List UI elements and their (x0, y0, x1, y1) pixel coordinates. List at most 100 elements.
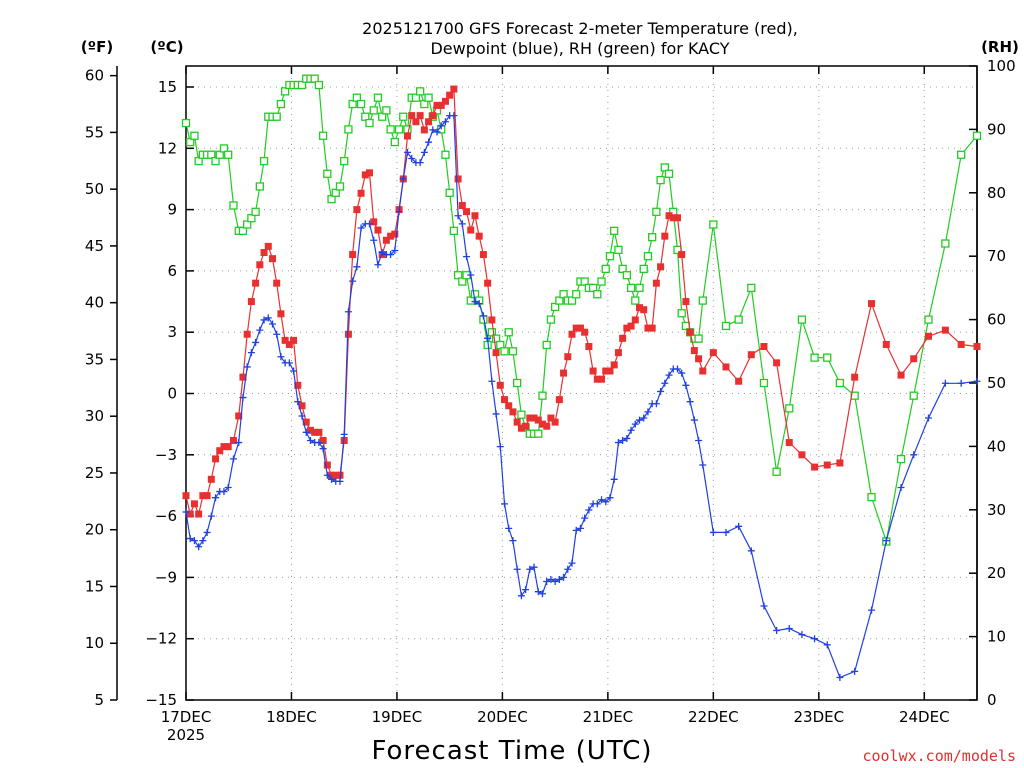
data-point (882, 340, 890, 348)
celsius-tick-label: −9 (155, 568, 177, 586)
data-point (699, 367, 707, 375)
data-point (627, 322, 635, 330)
credit-link[interactable]: coolwx.com/models (862, 747, 1016, 765)
data-point (484, 334, 492, 342)
data-point (319, 436, 327, 444)
data-point (488, 377, 496, 385)
celsius-tick-label: −15 (145, 691, 177, 709)
series-2-meter-temperature (182, 85, 981, 518)
data-point (652, 279, 660, 287)
data-point (547, 414, 555, 422)
data-point (542, 340, 551, 350)
series-line (185, 87, 978, 517)
data-point (328, 471, 336, 479)
data-point (382, 236, 390, 244)
data-point (686, 398, 694, 406)
data-point (910, 355, 918, 363)
data-point (365, 118, 374, 128)
data-point (211, 156, 220, 166)
time-tick-label: 19DEC (372, 708, 423, 726)
data-point (190, 537, 198, 545)
data-point (910, 451, 918, 459)
data-point (453, 271, 463, 280)
data-point (572, 526, 580, 534)
data-point (735, 377, 743, 385)
data-point (182, 508, 190, 516)
data-point (264, 314, 272, 322)
data-point (505, 524, 513, 532)
data-point (564, 353, 572, 361)
celsius-tick-label: −6 (155, 507, 177, 525)
data-point (319, 445, 327, 453)
data-point (631, 296, 640, 305)
data-point (260, 249, 268, 257)
celsius-tick-label: 3 (167, 323, 177, 341)
data-point (224, 483, 232, 491)
data-point (194, 156, 203, 166)
data-point (665, 212, 673, 220)
data-point (610, 226, 619, 235)
time-tick-label: 17DEC (161, 708, 212, 726)
data-point (369, 106, 378, 115)
time-tick-label: 20DEC (477, 708, 528, 726)
data-point (597, 277, 606, 286)
data-point (851, 667, 859, 675)
data-point (215, 150, 224, 159)
data-point (446, 91, 454, 99)
data-point (576, 324, 584, 332)
fahrenheit-tick-label: 35 (85, 350, 104, 368)
data-point (682, 381, 690, 389)
data-point (243, 363, 251, 371)
data-point (572, 290, 581, 299)
data-point (661, 232, 669, 240)
data-point (298, 402, 306, 410)
data-point (572, 324, 580, 332)
data-point (224, 150, 233, 159)
rh-tick-label: 70 (987, 247, 1006, 265)
data-point (268, 255, 276, 263)
series-dewpoint (182, 112, 981, 682)
data-point (924, 414, 932, 422)
data-point (492, 410, 500, 418)
data-point (454, 212, 462, 220)
data-point (560, 573, 568, 581)
data-point (450, 112, 458, 120)
fahrenheit-tick-label: 50 (85, 180, 104, 198)
data-point (251, 207, 260, 216)
data-point (408, 155, 416, 163)
data-point (695, 355, 703, 363)
data-point (378, 249, 386, 257)
data-point (623, 434, 631, 442)
data-point (601, 264, 610, 274)
data-point (598, 496, 606, 504)
data-point (390, 137, 399, 147)
celsius-tick-label: 9 (167, 201, 177, 219)
data-point (323, 471, 331, 479)
data-point (588, 283, 598, 293)
data-point (836, 459, 844, 467)
time-tick-label: 24DEC (899, 708, 950, 726)
data-point (909, 391, 918, 400)
data-point (686, 328, 694, 336)
data-point (323, 461, 331, 469)
data-point (403, 148, 411, 156)
data-point (690, 416, 698, 424)
data-point (798, 451, 806, 459)
data-point (181, 118, 191, 128)
data-point (298, 412, 306, 420)
data-point (344, 308, 352, 316)
data-point (353, 206, 361, 214)
data-point (247, 214, 256, 223)
data-point (229, 201, 238, 210)
data-point (294, 381, 302, 389)
data-point (344, 125, 353, 134)
data-point (361, 171, 369, 179)
data-point (318, 131, 328, 140)
data-point (626, 283, 636, 293)
data-point (207, 512, 215, 520)
time-tick-sublabel: 2025 (167, 726, 205, 744)
data-point (277, 353, 285, 361)
data-point (425, 118, 433, 126)
